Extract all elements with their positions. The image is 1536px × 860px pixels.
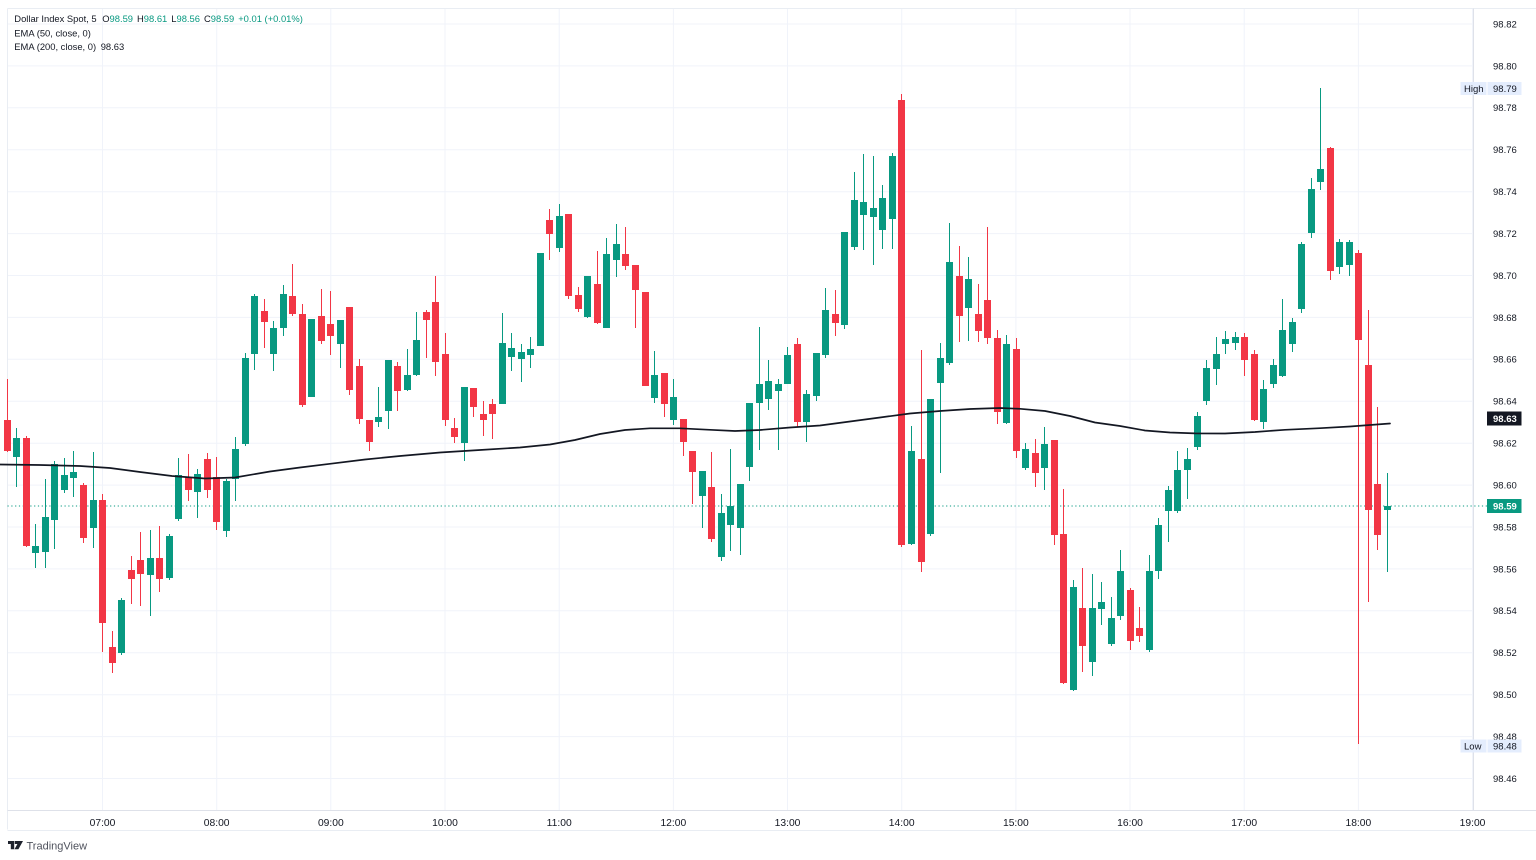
svg-text:98.60: 98.60 xyxy=(1493,481,1517,492)
svg-text:EMA (200, close, 0) 98.63: EMA (200, close, 0) 98.63 xyxy=(14,41,124,52)
svg-text:11:00: 11:00 xyxy=(547,818,572,829)
svg-text:Low: Low xyxy=(1464,742,1482,753)
svg-text:07:00: 07:00 xyxy=(90,818,116,829)
svg-text:12:00: 12:00 xyxy=(660,818,686,829)
svg-text:98.46: 98.46 xyxy=(1493,774,1517,785)
svg-text:98.80: 98.80 xyxy=(1493,61,1517,72)
svg-text:15:00: 15:00 xyxy=(1003,818,1029,829)
svg-text:98.76: 98.76 xyxy=(1493,145,1517,156)
svg-text:98.64: 98.64 xyxy=(1493,397,1517,408)
svg-text:98.79: 98.79 xyxy=(1493,84,1517,95)
svg-text:98.56: 98.56 xyxy=(1493,564,1517,575)
svg-text:98.63: 98.63 xyxy=(1493,414,1517,425)
svg-text:98.74: 98.74 xyxy=(1493,187,1517,198)
svg-text:98.78: 98.78 xyxy=(1493,103,1517,114)
svg-text:08:00: 08:00 xyxy=(204,818,230,829)
svg-text:98.66: 98.66 xyxy=(1493,355,1517,366)
svg-text:13:00: 13:00 xyxy=(775,818,801,829)
svg-text:98.62: 98.62 xyxy=(1493,439,1517,450)
svg-text:98.70: 98.70 xyxy=(1493,271,1517,282)
svg-text:98.52: 98.52 xyxy=(1493,648,1517,659)
svg-text:98.48: 98.48 xyxy=(1493,732,1517,743)
svg-text:16:00: 16:00 xyxy=(1117,818,1143,829)
svg-text:98.58: 98.58 xyxy=(1493,522,1517,533)
svg-text:98.54: 98.54 xyxy=(1493,606,1517,617)
svg-text:09:00: 09:00 xyxy=(318,818,344,829)
svg-text:TradingView: TradingView xyxy=(27,840,88,852)
svg-text:19:00: 19:00 xyxy=(1460,818,1486,829)
svg-text:10:00: 10:00 xyxy=(432,818,458,829)
svg-text:98.48: 98.48 xyxy=(1493,742,1517,753)
svg-text:EMA (50, close, 0): EMA (50, close, 0) xyxy=(14,27,91,38)
svg-text:18:00: 18:00 xyxy=(1345,818,1371,829)
svg-text:98.68: 98.68 xyxy=(1493,313,1517,324)
svg-text:14:00: 14:00 xyxy=(889,818,915,829)
svg-text:17:00: 17:00 xyxy=(1231,818,1257,829)
svg-text:98.72: 98.72 xyxy=(1493,229,1517,240)
svg-text:98.59: 98.59 xyxy=(1493,502,1517,513)
svg-text:High: High xyxy=(1464,84,1484,95)
svg-text:98.50: 98.50 xyxy=(1493,690,1517,701)
svg-text:98.82: 98.82 xyxy=(1493,19,1517,30)
